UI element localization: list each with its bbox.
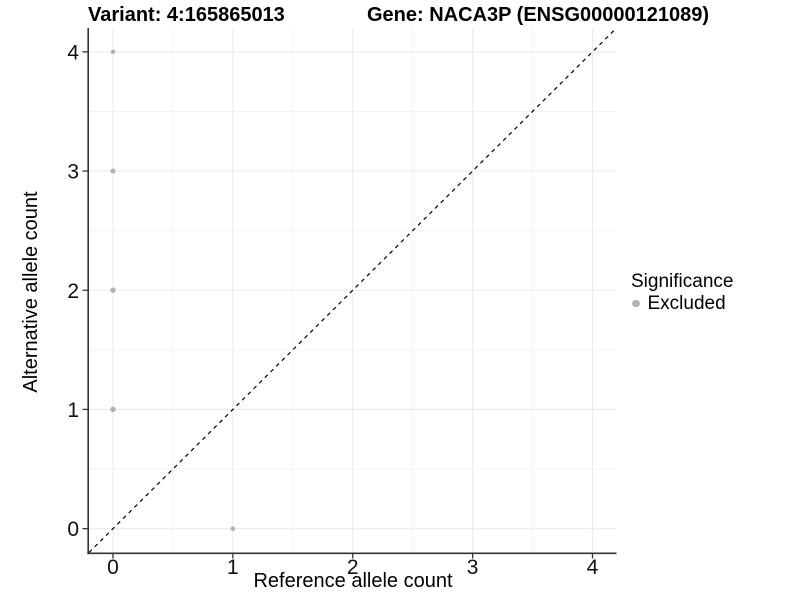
- x-tick-label: 1: [227, 556, 239, 579]
- legend-item-excluded: Excluded: [631, 293, 733, 314]
- legend-title: Significance: [631, 271, 734, 292]
- x-tick-label: 2: [347, 556, 359, 579]
- data-point: [110, 168, 116, 174]
- y-tick-label: 4: [67, 41, 79, 64]
- y-tick-label: 3: [67, 161, 79, 184]
- data-point: [110, 49, 116, 55]
- data-point: [110, 287, 116, 293]
- y-axis-title: Alternative allele count: [20, 191, 42, 393]
- y-tick-label: 0: [67, 518, 79, 541]
- legend-item-label: Excluded: [647, 293, 726, 314]
- x-tick-label: 4: [587, 556, 599, 579]
- x-tick-label: 3: [467, 556, 479, 579]
- x-axis-title: Reference allele count: [253, 570, 453, 592]
- gene-title: Gene: NACA3P (ENSG00000121089): [367, 4, 710, 26]
- legend: Significance Excluded: [631, 271, 733, 314]
- x-tick-label: 0: [107, 556, 119, 579]
- y-tick-label: 1: [67, 399, 79, 422]
- data-point: [230, 526, 236, 531]
- variant-title: Variant: 4:165865013: [88, 4, 285, 26]
- identity-line: [88, 27, 617, 553]
- y-tick-label: 2: [67, 280, 79, 303]
- excluded-point-icon: [632, 299, 640, 308]
- data-point: [110, 406, 116, 413]
